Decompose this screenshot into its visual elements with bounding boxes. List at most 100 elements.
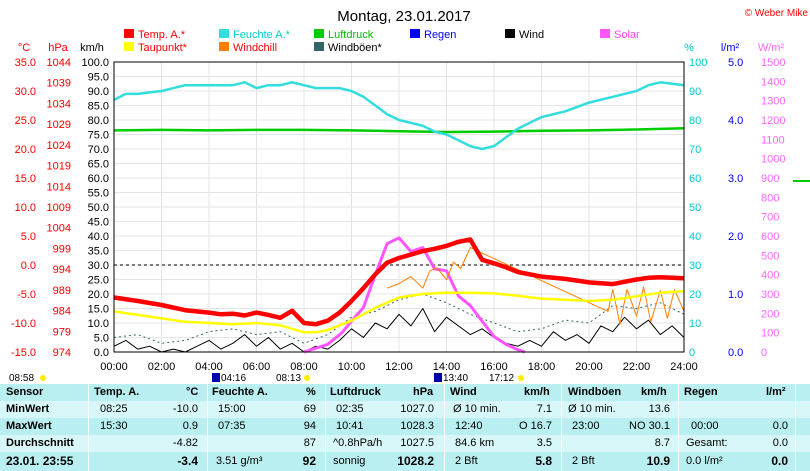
legend-label: Luftdruck xyxy=(328,29,374,41)
x-tick-label: 16:00 xyxy=(480,361,508,373)
header-pressure: Luftdruck xyxy=(330,386,381,398)
y-tick-label-wind: 90.0 xyxy=(88,86,109,98)
legend-label: Feuchte A.* xyxy=(233,29,291,41)
max-temp-value: 0.9 xyxy=(182,420,198,432)
y-tick-label-solar: 400 xyxy=(761,270,779,282)
y-tick-label-humidity: 10 xyxy=(689,318,701,330)
max-wind-time: 12:40 xyxy=(455,420,483,432)
plot-frame xyxy=(113,61,685,353)
x-tick-label: 20:00 xyxy=(575,361,603,373)
x-tick-label: 12:00 xyxy=(385,361,413,373)
y-tick-label-wind: 75.0 xyxy=(88,130,109,142)
y-tick-label-humidity: 60 xyxy=(689,173,701,185)
y-tick-label-pressure: 1029 xyxy=(47,119,71,131)
y-tick-label-pressure: 1009 xyxy=(47,202,71,214)
sun-icon xyxy=(40,375,46,381)
axis-label-wind: km/h xyxy=(80,42,104,54)
y-tick-label-wind: 25.0 xyxy=(88,275,109,287)
statistics-table: Sensor Temp. A. °C Feuchte A. % Luftdruc… xyxy=(0,384,810,471)
y-tick-label-pressure: 1004 xyxy=(47,223,71,235)
y-tick-label-solar: 1500 xyxy=(761,57,785,69)
y-tick-label-temp: 35.0 xyxy=(15,57,36,69)
y-tick-label-wind: 40.0 xyxy=(88,231,109,243)
min-temp-value: -10.0 xyxy=(172,403,198,415)
min-press-value: 1027.0 xyxy=(400,403,434,415)
avg-hum-value: 87 xyxy=(303,437,316,449)
y-tick-label-pressure: 979 xyxy=(53,326,71,338)
max-hum-time: 07:35 xyxy=(218,420,246,432)
sun-icon xyxy=(518,375,524,381)
y-tick-label-rain: 0.0 xyxy=(728,347,743,359)
y-tick-label-temp: 25.0 xyxy=(15,115,36,127)
y-tick-label-solar: 1200 xyxy=(761,115,785,127)
cur-gust-value: 10.9 xyxy=(646,454,670,468)
header-pressure-unit: hPa xyxy=(413,386,434,398)
legend-swatch xyxy=(314,29,324,38)
legend-swatch xyxy=(219,42,229,51)
cur-abs-humidity: 3.51 g/m³ xyxy=(216,455,263,467)
legend-label: Wind xyxy=(519,29,544,41)
y-tick-label-pressure: 999 xyxy=(53,243,71,255)
y-tick-label-solar: 900 xyxy=(761,173,779,185)
y-tick-label-wind: 65.0 xyxy=(88,159,109,171)
min-temp-time: 08:25 xyxy=(100,403,128,415)
header-humidity: Feuchte A. xyxy=(212,386,268,398)
y-tick-label-pressure: 1039 xyxy=(47,78,71,90)
axis-label-humidity: % xyxy=(684,42,694,54)
min-wind-value: 7.1 xyxy=(536,403,552,415)
y-tick-label-temp: 5.0 xyxy=(21,231,36,243)
y-tick-label-temp: -5.0 xyxy=(17,289,36,301)
series-line-windchill xyxy=(386,247,685,325)
header-temp: Temp. A. xyxy=(94,386,140,398)
cur-temp-value: -3.4 xyxy=(177,454,198,468)
weather-chart: Montag, 23.01.2017 © Weber Mike Temp. A.… xyxy=(9,8,810,384)
header-wind: Wind xyxy=(450,386,477,398)
y-tick-label-solar: 700 xyxy=(761,212,779,224)
y-tick-label-wind: 60.0 xyxy=(88,173,109,185)
y-tick-label-wind: 5.0 xyxy=(94,333,109,345)
x-tick-label: 04:00 xyxy=(195,361,223,373)
cur-gust-beaufort: 2 Bft xyxy=(572,455,595,467)
header-sensor: Sensor xyxy=(6,386,44,398)
avg-press-value: 1027.5 xyxy=(400,437,434,449)
y-tick-label-pressure: 1019 xyxy=(47,161,71,173)
header-wind-unit: km/h xyxy=(524,386,550,398)
table-header-row: Sensor Temp. A. °C Feuchte A. % Luftdruc… xyxy=(0,384,810,401)
x-tick-label: 22:00 xyxy=(623,361,651,373)
header-gust: Windböen xyxy=(568,386,622,398)
y-tick-label-solar: 600 xyxy=(761,231,779,243)
cur-press-value: 1028.2 xyxy=(397,454,434,468)
y-tick-label-wind: 30.0 xyxy=(88,260,109,272)
y-tick-label-pressure: 1034 xyxy=(47,98,71,110)
legend-label: Solar xyxy=(614,29,640,41)
x-tick-label: 00:00 xyxy=(100,361,128,373)
series-lines xyxy=(113,81,685,354)
y-tick-label-humidity: 40 xyxy=(689,231,701,243)
min-gust-label: Ø 10 min. xyxy=(568,403,616,415)
table-row-current: 23.01. 23:55 -3.4 3.51 g/m³ 92 sonnig 10… xyxy=(0,452,810,471)
y-tick-label-pressure: 974 xyxy=(53,347,71,359)
y-tick-label-wind: 50.0 xyxy=(88,202,109,214)
y-tick-label-wind: 10.0 xyxy=(88,318,109,330)
header-rain: Regen xyxy=(684,386,718,398)
legend: Temp. A.* Feuchte A.* Luftdruck Regen Wind So… xyxy=(124,29,640,54)
table-row-average: Durchschnitt -4.82 87 ^0.8hPa/h 1027.5 8… xyxy=(0,435,810,452)
y-tick-label-solar: 300 xyxy=(761,289,779,301)
max-wind-value: O 16.7 xyxy=(518,420,552,432)
y-tick-label-wind: 95.0 xyxy=(88,72,109,84)
y-tick-label-humidity: 30 xyxy=(689,260,701,272)
moon-icon xyxy=(212,373,220,382)
axis-label-solar: W/m² xyxy=(758,42,785,54)
y-tick-label-wind: 70.0 xyxy=(88,144,109,156)
legend-swatch xyxy=(600,29,610,38)
max-press-time: 10:41 xyxy=(336,420,364,432)
time-markers: 08:58 04:16 08:13 13:40 17:12 xyxy=(9,373,524,384)
y-tick-label-wind: 100.0 xyxy=(81,57,109,69)
y-tick-label-wind: 35.0 xyxy=(88,246,109,258)
sunrise-time: 08:58 xyxy=(9,373,34,384)
y-tick-label-rain: 3.0 xyxy=(728,173,743,185)
table-divider xyxy=(678,384,679,471)
y-tick-label-rain: 2.0 xyxy=(728,231,743,243)
max-press-value: 1028.3 xyxy=(400,420,434,432)
y-tick-labels: 35.0 30.0 25.0 20.0 15.0 10.0 5.0 0.0 -5.0 -10.0 -… xyxy=(11,57,786,359)
